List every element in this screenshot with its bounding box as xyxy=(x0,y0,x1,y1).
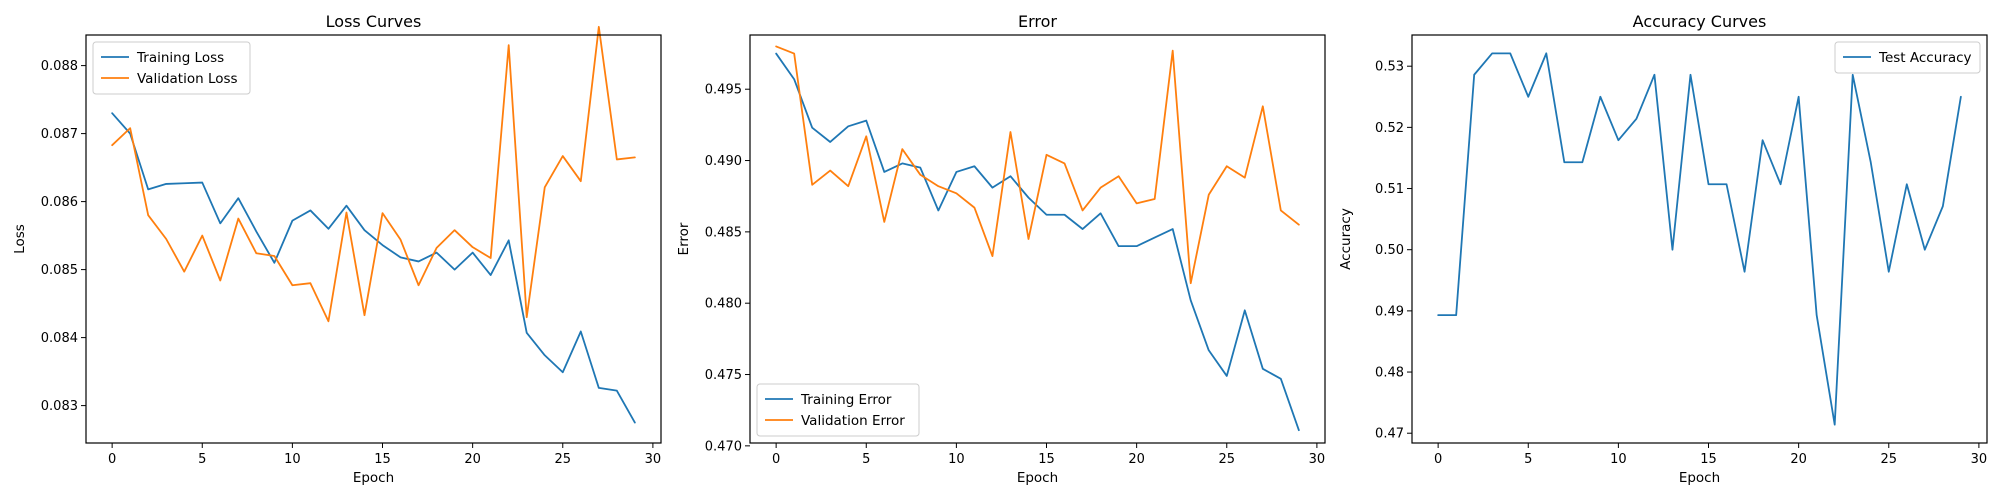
legend-label: Training Loss xyxy=(136,50,224,66)
x-tick-label: 20 xyxy=(1128,452,1145,467)
chart-1: 0 5 10 15 20 25 30 0.470 0.475 0.480 0.485 0.490 0.4… xyxy=(676,12,1326,486)
x-tick-label: 15 xyxy=(374,452,391,467)
y-tick-label: 0.088 xyxy=(41,59,78,74)
y-tick-label: 0.470 xyxy=(705,439,742,454)
y-axis-label: Accuracy xyxy=(1338,208,1354,270)
x-tick-label: 10 xyxy=(1610,452,1627,467)
y-tick-label: 0.48 xyxy=(1375,366,1404,381)
x-tick-label: 30 xyxy=(1971,452,1988,467)
x-tick-label: 25 xyxy=(1218,452,1235,467)
legend-label: Validation Loss xyxy=(137,71,238,87)
x-tick-label: 10 xyxy=(284,452,301,467)
chart-0: 0 5 10 15 20 25 30 0.083 0.084 0.085 0.086 0.087 0.0… xyxy=(12,12,662,486)
x-tick-label: 0 xyxy=(1434,452,1442,467)
plot-frame xyxy=(85,34,662,444)
x-tick-label: 0 xyxy=(772,452,780,467)
y-tick-label: 0.49 xyxy=(1375,304,1404,319)
legend-box xyxy=(92,41,251,95)
legend-label: Training Error xyxy=(800,392,892,408)
y-tick-label: 0.480 xyxy=(705,297,742,312)
y-tick-label: 0.085 xyxy=(41,263,78,278)
legend-label: Test Accuracy xyxy=(1878,50,1972,66)
legend-label: Validation Error xyxy=(801,413,905,429)
x-tick-label: 30 xyxy=(645,452,662,467)
y-tick-label: 0.490 xyxy=(705,154,742,169)
x-axis-label: Epoch xyxy=(1017,470,1058,486)
x-tick-label: 5 xyxy=(1524,452,1532,467)
plot-frame xyxy=(749,34,1326,444)
x-tick-label: 25 xyxy=(554,452,571,467)
x-axis-label: Epoch xyxy=(1679,470,1720,486)
chart-title: Error xyxy=(1018,12,1057,31)
x-tick-label: 15 xyxy=(1038,452,1055,467)
y-tick-label: 0.475 xyxy=(705,368,742,383)
x-tick-label: 0 xyxy=(108,452,116,467)
x-tick-label: 5 xyxy=(862,452,870,467)
plot-frame xyxy=(1411,34,1988,444)
y-tick-label: 0.485 xyxy=(705,225,742,240)
legend-box xyxy=(1834,41,1981,74)
y-axis-label: Error xyxy=(676,222,692,255)
y-tick-label: 0.495 xyxy=(705,83,742,98)
x-tick-label: 25 xyxy=(1880,452,1897,467)
legend: Test Accuracy xyxy=(1834,41,1981,74)
x-tick-label: 5 xyxy=(198,452,206,467)
y-axis-label: Loss xyxy=(12,224,28,254)
x-tick-label: 30 xyxy=(1309,452,1326,467)
legend: Training Error Validation Error xyxy=(756,383,920,437)
legend: Training Loss Validation Loss xyxy=(92,41,251,95)
legend-box xyxy=(756,383,920,437)
y-tick-label: 0.087 xyxy=(41,127,78,142)
x-tick-label: 10 xyxy=(948,452,965,467)
y-tick-label: 0.50 xyxy=(1375,243,1404,258)
x-axis-label: Epoch xyxy=(353,470,394,486)
series-line-training-error xyxy=(775,52,1300,432)
chart-2: 0 5 10 15 20 25 30 0.47 0.48 0.49 0.50 0.51 0.52 0.53… xyxy=(1338,12,1988,486)
x-tick-label: 15 xyxy=(1700,452,1717,467)
y-tick-label: 0.084 xyxy=(41,331,78,346)
series-line-validation-error xyxy=(775,45,1300,285)
y-tick-label: 0.083 xyxy=(41,399,78,414)
series-line-test-accuracy xyxy=(1437,52,1962,426)
y-tick-label: 0.086 xyxy=(41,195,78,210)
chart-title: Loss Curves xyxy=(326,12,422,31)
x-tick-label: 20 xyxy=(1790,452,1807,467)
series-line-validation-loss xyxy=(111,25,636,323)
chart-title: Accuracy Curves xyxy=(1633,12,1767,31)
x-tick-label: 20 xyxy=(464,452,481,467)
y-tick-label: 0.52 xyxy=(1375,121,1404,136)
y-tick-label: 0.53 xyxy=(1375,60,1404,75)
y-tick-label: 0.47 xyxy=(1375,427,1404,442)
y-tick-label: 0.51 xyxy=(1375,182,1404,197)
series-line-training-loss xyxy=(111,112,636,424)
